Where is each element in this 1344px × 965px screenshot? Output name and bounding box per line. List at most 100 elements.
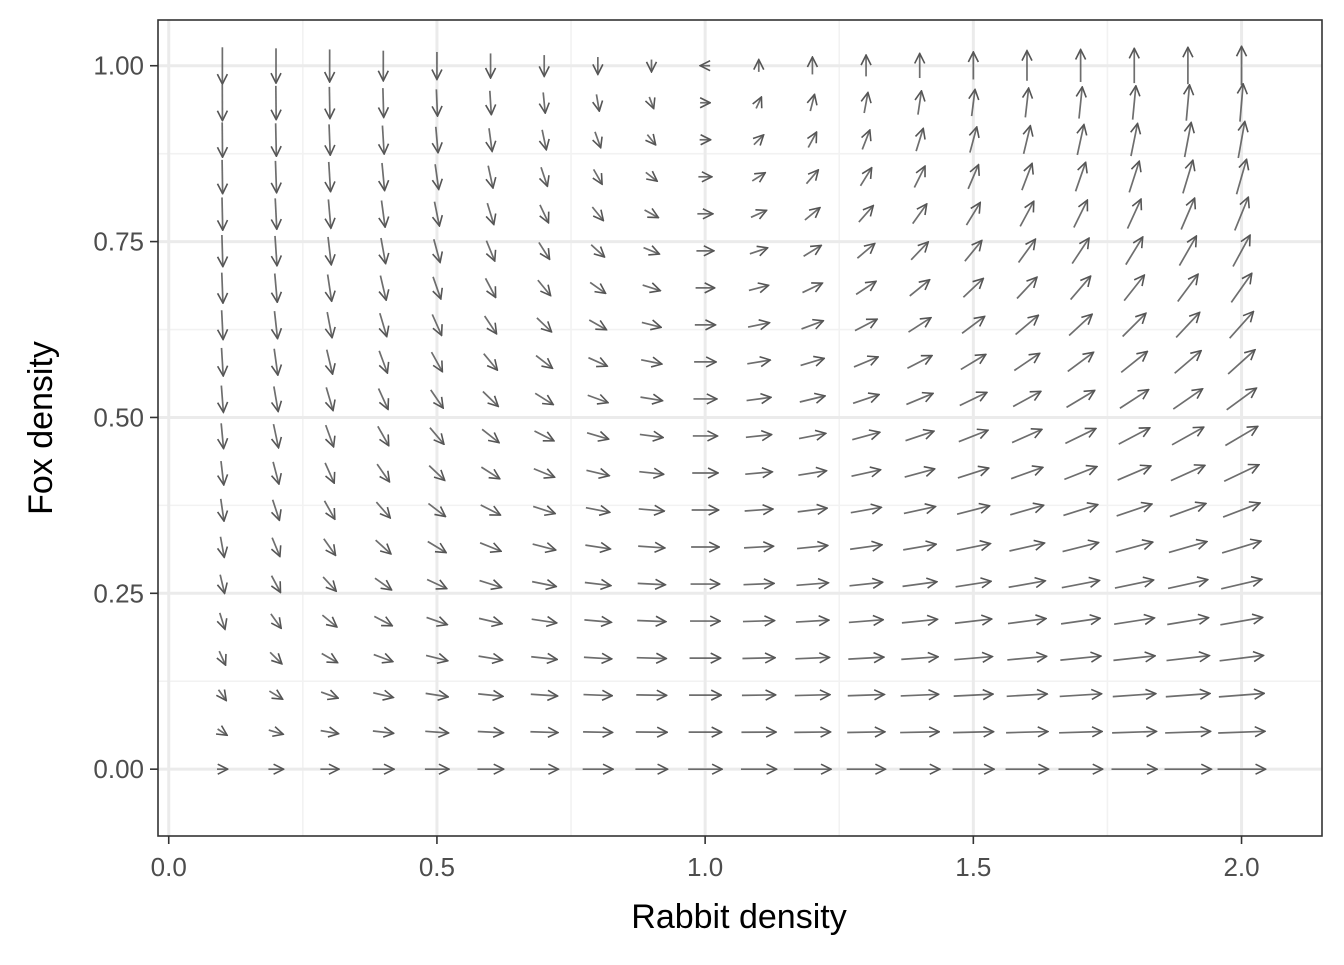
vector-arrow-8-10 <box>640 397 662 401</box>
vector-arrow-15-15 <box>1020 201 1034 226</box>
vector-arrow-6-9 <box>534 431 553 441</box>
vector-arrow-5-13 <box>486 278 496 297</box>
vector-arrow-12-2 <box>848 694 885 695</box>
vector-arrow-10-8 <box>745 472 772 474</box>
vector-arrow-16-10 <box>1067 390 1095 407</box>
vector-arrow-10-7 <box>745 509 773 511</box>
vector-arrow-0-13 <box>222 273 223 303</box>
vector-arrow-3-6 <box>376 540 391 554</box>
vector-arrow-12-18 <box>864 92 868 113</box>
vector-arrow-1-13 <box>275 274 278 303</box>
vector-arrow-6-2 <box>531 694 558 696</box>
vector-arrow-11-5 <box>796 583 828 585</box>
vector-arrow-12-7 <box>851 507 882 512</box>
vector-arrow-7-7 <box>586 508 610 513</box>
vector-arrow-6-1 <box>530 732 558 733</box>
vector-arrow-6-16 <box>541 167 547 186</box>
vector-arrow-2-8 <box>325 463 334 483</box>
vector-arrow-3-8 <box>377 464 389 482</box>
vector-arrow-1-11 <box>274 349 278 375</box>
y-axis-ticks: 0.000.250.500.751.00 <box>93 51 158 784</box>
vector-arrow-16-5 <box>1062 580 1100 587</box>
vector-arrow-12-14 <box>857 244 874 259</box>
vector-arrow-16-3 <box>1060 656 1101 660</box>
vector-arrow-6-4 <box>532 619 557 623</box>
vector-arrow-8-11 <box>641 360 662 364</box>
vector-arrow-13-2 <box>901 694 939 696</box>
vector-arrow-17-10 <box>1120 390 1149 409</box>
vector-arrow-3-15 <box>381 201 385 228</box>
vector-arrow-17-17 <box>1131 123 1138 156</box>
vector-arrow-13-10 <box>906 393 933 404</box>
vector-arrow-0-10 <box>221 386 223 413</box>
vector-arrow-10-17 <box>754 135 764 145</box>
vector-arrow-10-11 <box>747 360 770 364</box>
vector-arrow-14-1 <box>953 732 993 733</box>
vector-arrow-13-17 <box>916 128 923 151</box>
vector-arrow-6-17 <box>542 130 546 150</box>
vector-arrow-3-12 <box>380 313 387 336</box>
vector-arrow-10-3 <box>742 658 775 659</box>
vector-arrow-6-8 <box>534 469 555 478</box>
vector-arrow-6-7 <box>533 506 555 513</box>
vector-arrow-7-9 <box>587 433 609 439</box>
vector-arrow-11-10 <box>800 396 825 402</box>
vector-arrow-17-16 <box>1129 161 1139 192</box>
vector-arrow-10-14 <box>750 248 768 254</box>
vector-arrow-18-13 <box>1178 274 1198 301</box>
vector-arrow-1-5 <box>272 576 281 593</box>
panel-border <box>158 20 1322 836</box>
vector-arrow-12-15 <box>859 206 873 222</box>
vector-arrow-7-6 <box>585 545 610 549</box>
x-tick-label-3: 1.5 <box>955 852 991 882</box>
vector-arrow-15-18 <box>1025 88 1028 117</box>
vector-arrow-2-5 <box>323 577 336 591</box>
vector-arrow-1-12 <box>274 311 277 339</box>
vector-arrow-1-6 <box>272 538 280 557</box>
vector-arrow-18-8 <box>1171 465 1205 480</box>
vector-arrow-1-15 <box>275 198 277 229</box>
vector-arrow-7-2 <box>584 695 613 696</box>
vector-arrow-12-5 <box>849 582 882 586</box>
vector-arrow-17-6 <box>1116 542 1153 552</box>
vector-arrow-10-13 <box>749 285 769 290</box>
vector-arrow-0-15 <box>222 197 223 230</box>
vector-arrow-5-10 <box>483 391 498 406</box>
vector-arrow-5-12 <box>485 316 497 334</box>
vector-arrow-5-7 <box>481 505 501 515</box>
vector-arrow-8-2 <box>636 695 666 696</box>
vector-arrow-7-16 <box>594 169 603 184</box>
vector-arrow-8-13 <box>643 285 661 291</box>
vector-arrow-2-6 <box>324 539 336 556</box>
vector-arrow-10-18 <box>756 97 761 108</box>
vector-arrow-10-15 <box>751 210 767 217</box>
vector-arrow-11-17 <box>808 132 816 147</box>
vector-arrow-5-14 <box>486 241 494 261</box>
vector-arrow-7-10 <box>588 395 608 402</box>
vector-arrow-2-13 <box>328 274 332 301</box>
vector-arrow-5-3 <box>479 656 503 660</box>
vector-arrow-0-2 <box>218 690 226 701</box>
vector-arrow-6-6 <box>533 544 556 550</box>
vector-arrow-1-8 <box>273 462 279 484</box>
vector-arrow-4-1 <box>425 731 448 733</box>
vector-arrow-6-11 <box>536 356 552 369</box>
vector-arrow-13-1 <box>900 732 939 733</box>
vector-arrow-0-9 <box>221 423 223 448</box>
vector-arrow-3-18 <box>383 88 384 117</box>
vector-arrow-5-17 <box>489 128 492 151</box>
vector-arrow-15-9 <box>1012 429 1042 442</box>
vector-arrow-10-12 <box>748 323 769 327</box>
y-tick-label-3: 0.75 <box>93 227 144 257</box>
vector-arrow-11-12 <box>802 321 824 329</box>
vector-arrow-17-3 <box>1113 656 1155 661</box>
vector-arrow-17-4 <box>1114 618 1154 624</box>
x-tick-label-2: 1.0 <box>687 852 723 882</box>
vector-arrow-5-4 <box>479 618 502 623</box>
vector-arrow-5-18 <box>490 91 492 115</box>
vector-arrow-10-6 <box>744 546 773 548</box>
vector-arrow-1-9 <box>274 424 279 448</box>
vector-arrow-6-13 <box>538 280 551 295</box>
vector-arrow-3-1 <box>373 731 394 733</box>
vector-arrow-0-12 <box>222 310 223 339</box>
